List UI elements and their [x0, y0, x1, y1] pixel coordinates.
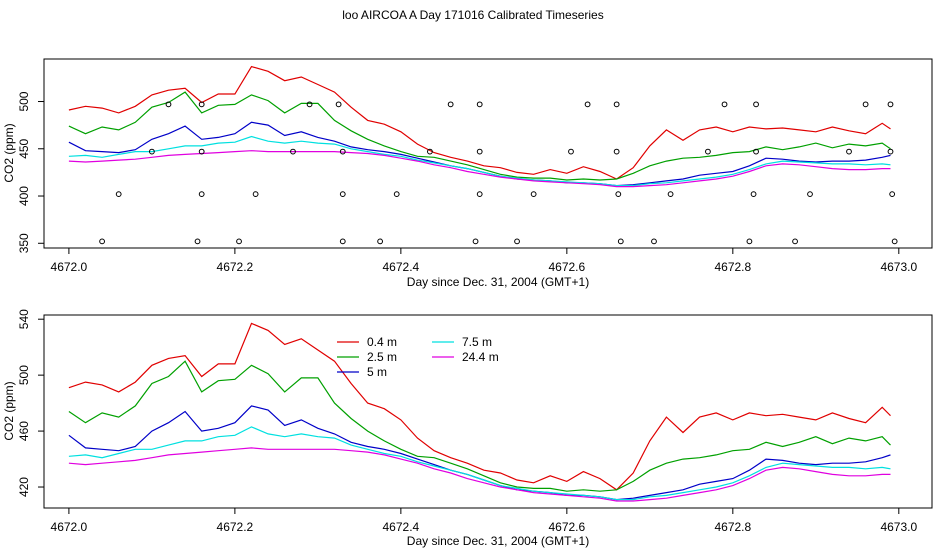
series-line-0-4-m — [68, 322, 891, 491]
x-tick-label: 4672.2 — [217, 520, 254, 534]
series-line-0-4-m — [68, 65, 891, 180]
x-tick-label: 4673.0 — [880, 260, 917, 274]
marker-point — [746, 238, 753, 245]
legend-label: 0.4 m — [367, 335, 397, 349]
marker-point — [887, 148, 894, 155]
marker-point — [306, 101, 313, 108]
marker-point — [377, 238, 384, 245]
marker-point — [393, 191, 400, 198]
x-tick-label: 4672.4 — [383, 260, 420, 274]
x-tick-label: 4672.2 — [217, 260, 254, 274]
marker-point — [891, 238, 898, 245]
x-tick-label: 4673.0 — [880, 520, 917, 534]
x-tick-label: 4672.4 — [383, 520, 420, 534]
marker-point — [807, 191, 813, 198]
y-tick-label: 500 — [17, 91, 31, 111]
marker-point — [705, 148, 711, 155]
marker-point — [472, 238, 479, 245]
marker-point — [335, 101, 342, 108]
figure-title: loo AIRCOA A Day 171016 Calibrated Times… — [342, 8, 603, 22]
marker-point — [887, 101, 894, 108]
marker-point — [514, 238, 520, 245]
legend-label: 5 m — [367, 365, 387, 379]
marker-point — [447, 101, 454, 108]
y-tick-label: 350 — [17, 233, 31, 253]
x-axis-label: Day since Dec. 31, 2004 (GMT+1) — [407, 275, 589, 289]
series-line-7-5-m — [68, 426, 891, 501]
series-line-7-5-m — [68, 135, 891, 187]
marker-point — [148, 148, 155, 155]
marker-point — [165, 101, 172, 108]
marker-point — [889, 191, 896, 198]
plot-frame — [43, 58, 933, 249]
panel-top: 4672.0 4672.2 4672.4 4672.6 4672.8 4673.0 350 4… — [2, 58, 933, 289]
marker-point — [615, 191, 622, 198]
x-tick-label: 4672.8 — [714, 520, 751, 534]
marker-point — [290, 148, 296, 155]
marker-point — [252, 191, 259, 198]
y-axis-label: CO2 (ppm) — [2, 381, 16, 440]
series-line-2-5-m — [68, 360, 891, 492]
marker-point — [721, 101, 728, 108]
marker-point — [236, 238, 242, 245]
marker-point — [613, 101, 620, 108]
x-tick-label: 4672.6 — [548, 520, 585, 534]
marker-point — [753, 148, 759, 155]
marker-point — [651, 238, 657, 245]
y-tick-label: 460 — [17, 421, 31, 441]
legend-label: 7.5 m — [462, 335, 492, 349]
marker-point — [753, 101, 759, 108]
y-tick-label: 420 — [17, 477, 31, 497]
y-tick-label: 450 — [17, 138, 31, 158]
marker-point — [115, 191, 122, 198]
marker-point — [198, 101, 205, 108]
plot-frame — [43, 314, 933, 509]
marker-point — [568, 148, 574, 155]
y-tick-label: 500 — [17, 365, 31, 385]
marker-point — [198, 191, 205, 198]
marker-point — [792, 238, 798, 245]
x-axis-label: Day since Dec. 31, 2004 (GMT+1) — [407, 534, 589, 548]
series-line-24-4-m — [68, 150, 891, 188]
marker-point — [584, 101, 591, 108]
marker-point — [339, 148, 346, 155]
marker-point — [198, 148, 205, 155]
y-tick-label: 540 — [17, 309, 31, 329]
marker-point — [476, 101, 483, 108]
marker-point — [846, 148, 852, 155]
marker-point — [99, 238, 105, 245]
series-line-24-4-m — [68, 447, 891, 502]
x-tick-label: 4672.0 — [51, 520, 88, 534]
y-axis-label: CO2 (ppm) — [2, 123, 16, 182]
marker-point — [427, 148, 433, 155]
y-tick-label: 400 — [17, 186, 31, 206]
marker-point — [476, 191, 483, 198]
marker-point — [613, 148, 620, 155]
marker-point — [617, 238, 624, 245]
marker-point — [667, 191, 674, 198]
legend-label: 2.5 m — [367, 350, 397, 364]
marker-point — [339, 191, 346, 198]
series-line-2-5-m — [68, 91, 891, 181]
marker-point — [476, 148, 483, 155]
marker-point — [530, 191, 537, 198]
x-tick-label: 4672.8 — [714, 260, 751, 274]
legend-label: 24.4 m — [462, 350, 499, 364]
marker-point — [862, 101, 869, 108]
marker-point — [194, 238, 201, 245]
x-tick-label: 4672.6 — [548, 260, 585, 274]
marker-point — [750, 191, 757, 198]
panel-bottom: 4672.0 4672.2 4672.4 4672.6 4672.8 4673.0 420 4… — [2, 309, 933, 548]
marker-point — [339, 238, 346, 245]
x-tick-label: 4672.0 — [51, 260, 88, 274]
